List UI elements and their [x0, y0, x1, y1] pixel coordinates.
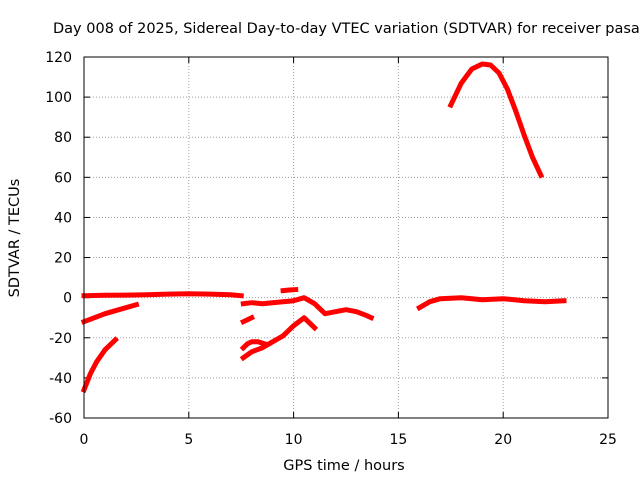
- y-tick-label: 60: [54, 170, 72, 186]
- y-tick-label: 120: [45, 50, 72, 66]
- series-track-8: [280, 286, 299, 294]
- y-axis-label: SDTVAR / TECUs: [7, 179, 23, 298]
- series-track-4: [240, 295, 375, 322]
- series-track-10: [447, 61, 545, 179]
- x-tick-label: 10: [285, 432, 303, 448]
- x-tick-label: 5: [184, 432, 193, 448]
- y-tick-label: 20: [54, 251, 72, 267]
- y-tick-label: 100: [45, 90, 72, 106]
- data-series: [80, 61, 567, 394]
- y-tick-label: 80: [54, 130, 72, 146]
- series-track-3: [80, 336, 119, 394]
- series-track-2: [80, 301, 140, 325]
- y-tick-label: 0: [63, 291, 72, 307]
- y-tick-label: -60: [49, 411, 72, 427]
- x-tick-label: 25: [599, 432, 617, 448]
- y-tick-label: -40: [49, 371, 72, 387]
- y-tick-label: 40: [54, 210, 72, 226]
- series-track-6: [239, 339, 268, 352]
- series-track-7: [239, 314, 256, 326]
- axis-ticks: -60 -40 -20 0 20 40 60 80 100 120 0 5 10 15 20 25: [45, 50, 617, 448]
- x-tick-label: 0: [80, 432, 89, 448]
- series-track-9: [415, 295, 567, 312]
- chart-title: Day 008 of 2025, Sidereal Day-to-day VTE…: [53, 21, 640, 37]
- x-axis-label: GPS time / hours: [283, 458, 404, 474]
- grid: [84, 57, 608, 418]
- x-tick-label: 20: [494, 432, 512, 448]
- series-track-5: [239, 315, 319, 362]
- plot-frame: [83, 56, 609, 419]
- series-track-1: [81, 291, 244, 299]
- x-tick-label: 15: [389, 432, 407, 448]
- y-tick-label: -20: [49, 331, 72, 347]
